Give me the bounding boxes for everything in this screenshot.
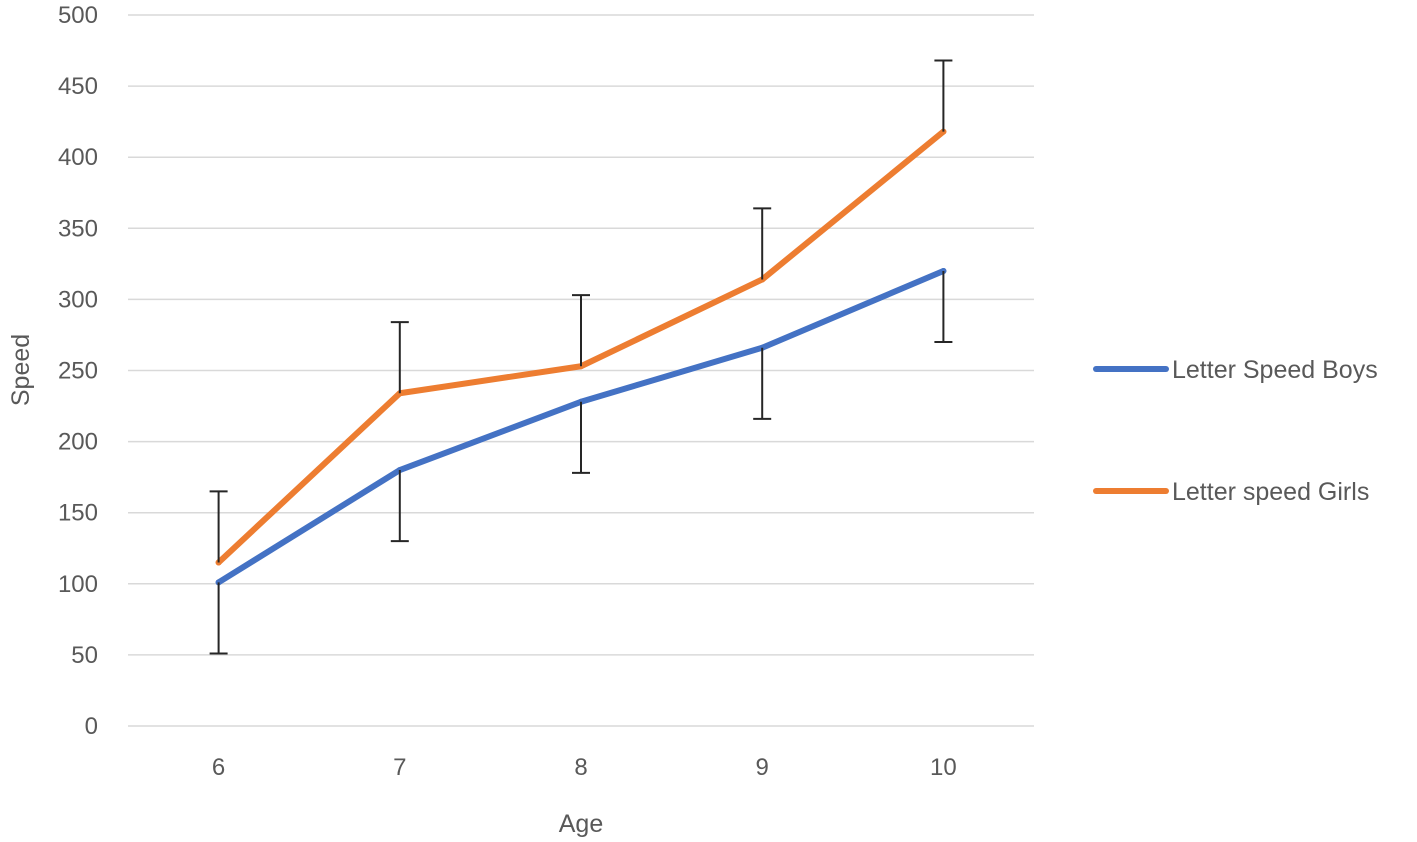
x-tick-label: 6 — [212, 754, 225, 781]
error-bar — [572, 294, 590, 367]
error-bar — [390, 321, 409, 394]
error-bar — [209, 582, 228, 655]
x-axis-ticks: 6 7 8 9 10 — [212, 754, 957, 781]
legend-label: Letter speed Girls — [1172, 478, 1369, 506]
error-bar — [753, 347, 772, 420]
error-bar — [572, 401, 590, 474]
error-bar — [753, 207, 772, 280]
error-bars — [209, 59, 953, 655]
legend-label: Letter Speed Boys — [1172, 356, 1378, 384]
legend-item: Letter Speed Boys — [1093, 356, 1378, 384]
y-tick-label: 0 — [85, 713, 98, 740]
legend: Letter Speed Boys Letter speed Girls — [1093, 356, 1378, 506]
y-tick-label: 50 — [71, 642, 98, 669]
error-bar — [934, 270, 953, 344]
y-tick-label: 100 — [58, 571, 98, 598]
x-axis-title: Age — [559, 810, 603, 838]
y-tick-label: 200 — [58, 429, 98, 456]
y-tick-label: 450 — [58, 73, 98, 100]
y-tick-label: 500 — [58, 2, 98, 29]
y-axis-title: Speed — [7, 334, 35, 406]
y-axis-ticks: 0 50 100 150 200 250 300 350 400 450 500 — [58, 2, 98, 740]
y-tick-label: 350 — [58, 215, 98, 242]
y-tick-label: 250 — [58, 358, 98, 385]
error-bar — [934, 59, 953, 132]
gridlines — [128, 14, 1034, 727]
x-tick-label: 9 — [756, 754, 769, 781]
legend-item: Letter speed Girls — [1093, 478, 1369, 506]
error-bar — [390, 470, 409, 543]
y-tick-label: 300 — [58, 286, 98, 313]
y-tick-label: 150 — [58, 500, 98, 527]
x-tick-label: 7 — [393, 754, 406, 781]
error-bar — [209, 490, 228, 563]
x-tick-label: 10 — [930, 754, 957, 781]
y-tick-label: 400 — [58, 144, 98, 171]
x-tick-label: 8 — [574, 754, 587, 781]
